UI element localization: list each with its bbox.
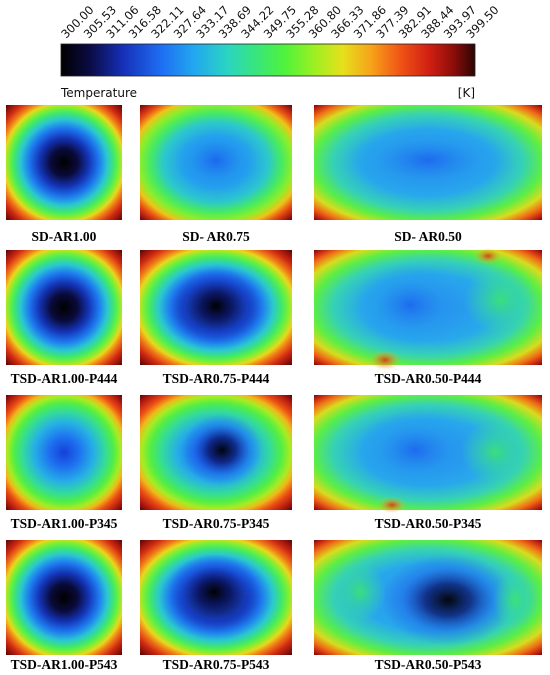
panel-sd-ar0-50 — [314, 105, 542, 220]
caption-tsd-ar0-50-p345: TSD-AR0.50-P345 — [375, 516, 482, 531]
panel-tsd-ar0-50-p444 — [314, 248, 542, 370]
caption-tsd-ar1-00-p444: TSD-AR1.00-P444 — [11, 371, 118, 386]
panel-tsd-ar1-00-p444 — [6, 250, 122, 365]
panel-tsd-ar0-75-p444 — [140, 250, 292, 365]
colorbar-title: Temperature — [60, 86, 137, 100]
caption-tsd-ar1-00-p543: TSD-AR1.00-P543 — [11, 657, 118, 672]
panel-tsd-ar0-75-p543 — [140, 540, 292, 655]
panel-sd-ar0-75 — [140, 105, 292, 220]
caption-tsd-ar0-75-p444: TSD-AR0.75-P444 — [163, 371, 270, 386]
caption-tsd-ar1-00-p345: TSD-AR1.00-P345 — [11, 516, 118, 531]
caption-tsd-ar0-50-p444: TSD-AR0.50-P444 — [375, 371, 482, 386]
colorbar-ticks: 300.00305.53311.06316.58322.11327.64333.… — [58, 3, 501, 41]
colorbar: 300.00305.53311.06316.58322.11327.64333.… — [58, 3, 501, 100]
caption-tsd-ar0-50-p543: TSD-AR0.50-P543 — [375, 657, 482, 672]
panel-sd-ar1-00 — [6, 105, 122, 220]
panel-tsd-ar0-75-p345 — [140, 395, 292, 510]
panel-tsd-ar0-50-p345 — [314, 395, 542, 513]
captions: SD-AR1.00 SD- AR0.75 SD- AR0.50 TSD-AR1.… — [11, 229, 482, 672]
panel-tsd-ar1-00-p345 — [6, 395, 122, 510]
caption-sd-ar0-50: SD- AR0.50 — [394, 229, 462, 244]
caption-tsd-ar0-75-p543: TSD-AR0.75-P543 — [163, 657, 270, 672]
colorbar-gradient — [60, 43, 476, 77]
panel-tsd-ar0-50-p543 — [314, 540, 542, 655]
panel-tsd-ar1-00-p543 — [6, 540, 122, 655]
colorbar-unit: [K] — [458, 86, 475, 100]
caption-sd-ar0-75: SD- AR0.75 — [182, 229, 250, 244]
caption-tsd-ar0-75-p345: TSD-AR0.75-P345 — [163, 516, 270, 531]
caption-sd-ar1-00: SD-AR1.00 — [32, 229, 97, 244]
